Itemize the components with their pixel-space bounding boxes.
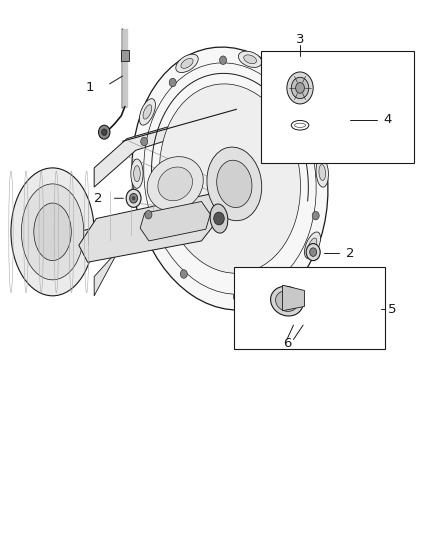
Ellipse shape [316,158,328,187]
Circle shape [233,293,240,301]
Circle shape [219,56,226,64]
Text: 5: 5 [388,303,396,316]
Circle shape [306,244,320,261]
Bar [261,51,414,163]
Polygon shape [94,107,239,187]
Text: 2: 2 [94,192,103,205]
Ellipse shape [176,54,198,72]
Ellipse shape [304,232,321,259]
Text: 4: 4 [383,114,392,126]
Polygon shape [140,201,210,241]
Text: 1: 1 [85,82,94,94]
Bar [121,50,129,61]
Bar [234,266,385,349]
Circle shape [130,193,138,203]
Ellipse shape [271,286,303,316]
Ellipse shape [210,204,228,233]
Circle shape [102,129,107,135]
Ellipse shape [134,166,140,182]
Circle shape [312,211,319,220]
Polygon shape [79,194,219,262]
Circle shape [145,211,152,219]
Polygon shape [94,203,239,296]
Circle shape [296,83,304,93]
Circle shape [310,248,317,256]
Text: 2: 2 [346,247,355,260]
Ellipse shape [34,203,71,261]
Ellipse shape [21,184,84,280]
Ellipse shape [238,51,262,67]
Ellipse shape [308,238,317,253]
Ellipse shape [319,165,325,181]
Circle shape [126,189,141,207]
Ellipse shape [207,147,262,221]
Circle shape [169,78,176,87]
Ellipse shape [132,47,328,310]
Ellipse shape [267,289,279,298]
Ellipse shape [244,55,257,63]
Polygon shape [283,285,304,311]
Circle shape [180,270,187,278]
Circle shape [214,212,224,225]
Ellipse shape [131,159,143,188]
Text: 3: 3 [296,34,304,46]
Ellipse shape [158,167,192,201]
Circle shape [272,79,279,87]
Ellipse shape [217,160,252,207]
Ellipse shape [294,95,304,109]
Ellipse shape [11,168,94,296]
Ellipse shape [276,291,298,311]
Circle shape [141,138,148,146]
Ellipse shape [159,84,300,273]
Circle shape [287,72,313,104]
Ellipse shape [147,157,203,211]
Circle shape [308,138,315,147]
Circle shape [291,77,309,99]
Circle shape [284,270,291,279]
Ellipse shape [181,59,193,68]
Text: 6: 6 [283,337,291,350]
Circle shape [132,196,135,200]
Circle shape [99,125,110,139]
Ellipse shape [261,285,284,303]
Ellipse shape [139,99,155,125]
Ellipse shape [290,90,307,114]
Ellipse shape [143,104,152,119]
